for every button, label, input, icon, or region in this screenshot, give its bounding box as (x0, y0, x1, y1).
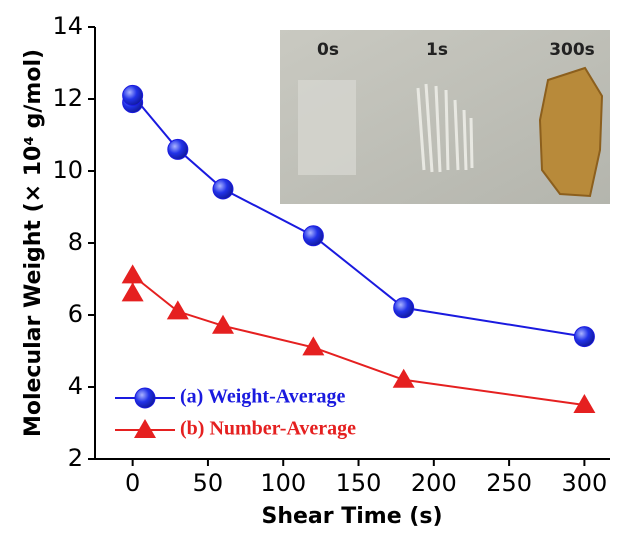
y-tick-label: 12 (52, 84, 83, 112)
x-tick-label: 250 (486, 469, 532, 497)
y-tick-label: 8 (68, 228, 83, 256)
data-point (123, 85, 143, 105)
data-point (393, 369, 415, 388)
data-point (303, 226, 323, 246)
y-tick-label: 10 (52, 156, 83, 184)
x-axis-label: Shear Time (s) (261, 504, 442, 529)
y-tick-label: 4 (68, 372, 83, 400)
data-point (122, 282, 144, 301)
data-point (394, 298, 414, 318)
data-point (213, 179, 233, 199)
inset-label: 300s (549, 40, 595, 60)
x-tick-label: 50 (193, 469, 224, 497)
y-tick-label: 6 (68, 300, 83, 328)
y-tick-label: 2 (68, 444, 83, 472)
x-tick-label: 100 (260, 469, 306, 497)
inset-label: 0s (317, 40, 339, 60)
legend-marker (134, 419, 156, 438)
chart: 0s 1s 300s Shear Time (s) Molecular Weig… (0, 0, 617, 534)
inset-label: 1s (426, 40, 448, 60)
film-300s (540, 68, 602, 196)
x-tick-label: 200 (411, 469, 457, 497)
film-0s (298, 80, 356, 175)
x-tick-label: 150 (336, 469, 382, 497)
legend-marker (135, 388, 155, 408)
x-tick-label: 0 (125, 469, 140, 497)
y-axis-label: Molecular Weight (× 10⁴ g/mol) (21, 49, 46, 437)
x-tick-label: 300 (561, 469, 607, 497)
data-point (168, 139, 188, 159)
legend-label: (a) Weight-Average (180, 386, 345, 408)
y-tick-label: 14 (52, 12, 83, 40)
data-point (574, 327, 594, 347)
legend-label: (b) Number-Average (180, 418, 356, 440)
data-point (167, 300, 189, 319)
data-point (122, 264, 144, 283)
